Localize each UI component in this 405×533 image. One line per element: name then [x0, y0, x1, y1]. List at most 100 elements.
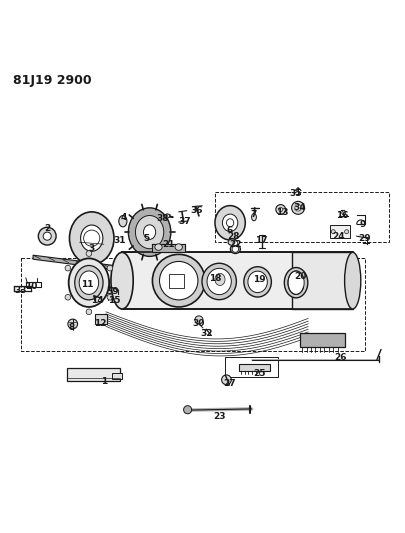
Text: 81J19 2900: 81J19 2900 — [13, 74, 91, 87]
Text: 29: 29 — [358, 233, 370, 243]
Ellipse shape — [207, 268, 231, 295]
Circle shape — [194, 316, 202, 324]
Ellipse shape — [79, 271, 98, 294]
Ellipse shape — [214, 206, 245, 240]
Bar — [122, 252, 352, 309]
Text: 4: 4 — [121, 213, 127, 222]
Text: 12: 12 — [93, 319, 106, 328]
Circle shape — [107, 294, 113, 300]
Circle shape — [86, 251, 92, 256]
Text: 20: 20 — [293, 272, 305, 281]
Text: 35: 35 — [289, 189, 302, 198]
Text: 38: 38 — [156, 214, 168, 223]
Ellipse shape — [222, 214, 237, 231]
Circle shape — [221, 375, 231, 385]
Text: 17: 17 — [255, 236, 267, 245]
Text: 14: 14 — [91, 296, 104, 305]
Text: 26: 26 — [333, 353, 346, 362]
Bar — [94, 314, 107, 324]
Text: 16: 16 — [335, 212, 348, 221]
Text: 5: 5 — [143, 235, 149, 244]
Circle shape — [65, 294, 70, 300]
Circle shape — [107, 265, 113, 271]
Ellipse shape — [287, 271, 303, 294]
Text: 24: 24 — [331, 232, 344, 241]
Circle shape — [43, 232, 51, 240]
Text: 6: 6 — [226, 225, 232, 235]
Circle shape — [278, 207, 282, 212]
Bar — [330, 225, 349, 238]
Ellipse shape — [214, 273, 224, 286]
Ellipse shape — [152, 254, 205, 307]
Circle shape — [38, 227, 56, 245]
Ellipse shape — [68, 259, 109, 307]
Ellipse shape — [226, 219, 233, 227]
Text: 7: 7 — [250, 210, 256, 219]
Ellipse shape — [247, 271, 266, 293]
Text: 19: 19 — [253, 275, 265, 284]
Ellipse shape — [135, 215, 163, 249]
Text: 13: 13 — [275, 208, 288, 217]
Text: 25: 25 — [253, 369, 265, 378]
Ellipse shape — [243, 266, 271, 297]
Text: 32: 32 — [200, 329, 213, 338]
Circle shape — [232, 240, 237, 246]
Text: 22: 22 — [228, 240, 241, 249]
Bar — [67, 368, 120, 381]
Bar — [299, 333, 344, 348]
Ellipse shape — [69, 212, 114, 264]
Ellipse shape — [164, 214, 169, 218]
Text: 3: 3 — [88, 244, 95, 253]
Text: 21: 21 — [162, 240, 175, 249]
Ellipse shape — [128, 208, 171, 256]
Text: 30: 30 — [192, 319, 205, 328]
Text: 8: 8 — [68, 322, 75, 332]
Polygon shape — [152, 244, 184, 252]
Ellipse shape — [284, 268, 307, 298]
Ellipse shape — [119, 215, 127, 227]
Bar — [225, 357, 277, 376]
Bar — [168, 274, 183, 288]
Ellipse shape — [75, 265, 103, 300]
Circle shape — [294, 205, 301, 211]
Text: 2: 2 — [44, 223, 50, 232]
Text: 31: 31 — [113, 236, 126, 245]
Bar — [112, 373, 122, 379]
Ellipse shape — [344, 252, 360, 309]
Ellipse shape — [111, 252, 133, 309]
Circle shape — [330, 230, 335, 234]
Circle shape — [183, 406, 191, 414]
Text: 37: 37 — [178, 217, 191, 227]
Ellipse shape — [159, 262, 198, 300]
Text: 36: 36 — [190, 206, 202, 215]
Text: 10: 10 — [25, 282, 37, 291]
Text: 27: 27 — [222, 379, 235, 389]
Text: 18: 18 — [209, 274, 221, 283]
Circle shape — [68, 319, 77, 329]
Bar — [291, 252, 352, 309]
Ellipse shape — [228, 239, 237, 246]
Circle shape — [65, 265, 70, 271]
Ellipse shape — [230, 245, 240, 254]
Text: 34: 34 — [293, 203, 306, 212]
Text: 9: 9 — [359, 220, 365, 229]
Text: 11: 11 — [81, 280, 94, 289]
Text: 1: 1 — [100, 377, 107, 386]
Polygon shape — [33, 255, 128, 271]
Circle shape — [83, 230, 100, 246]
Ellipse shape — [143, 225, 155, 239]
Text: 15: 15 — [107, 296, 120, 305]
Circle shape — [86, 309, 92, 314]
Text: 28: 28 — [226, 232, 239, 241]
Ellipse shape — [251, 214, 256, 221]
Text: 33: 33 — [15, 286, 27, 295]
Ellipse shape — [202, 263, 236, 300]
Ellipse shape — [175, 244, 182, 251]
Ellipse shape — [154, 244, 162, 251]
Circle shape — [232, 246, 238, 252]
Circle shape — [275, 205, 285, 214]
Circle shape — [291, 201, 304, 214]
Ellipse shape — [81, 225, 102, 252]
Text: 39: 39 — [107, 287, 119, 296]
Text: 23: 23 — [212, 411, 225, 421]
